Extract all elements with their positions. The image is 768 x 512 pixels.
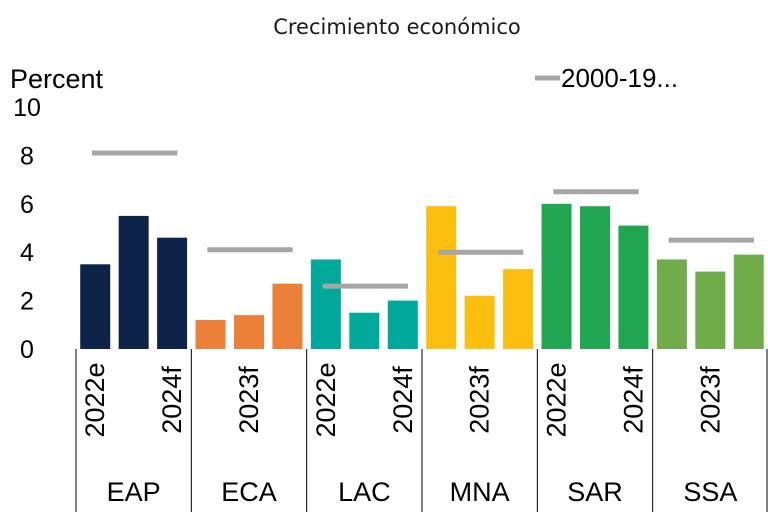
bar-lac-2024f <box>387 300 418 349</box>
bar-mna-2024f <box>503 269 534 349</box>
y-tick-label: 0 <box>20 336 34 364</box>
x-period-label: 2022e <box>80 362 110 437</box>
bar-ssa-2022e <box>656 259 687 349</box>
y-axis: 0 2 4 6 8 10 <box>13 94 41 364</box>
x-region-label: MNA <box>450 477 510 507</box>
x-period-label: 2023f <box>465 366 495 434</box>
x-region-label: SAR <box>567 477 623 507</box>
bar-eca-2022e <box>195 319 226 349</box>
x-period-label: 2022e <box>311 362 341 437</box>
y-axis-label: Percent <box>10 64 104 94</box>
y-tick-label: 2 <box>20 288 34 316</box>
bar-eap-2024f <box>157 237 188 349</box>
bar-ssa-2023f <box>695 271 726 349</box>
bar-lac-2023f <box>349 312 380 349</box>
x-axis-table: 2022e 2024f EAP 2023f ECA 2022e 2024f LAC 2023f M… <box>75 349 768 512</box>
x-region-label: ECA <box>221 477 277 507</box>
x-period-label: 2023f <box>234 366 264 434</box>
bar-eca-2023f <box>234 315 264 349</box>
y-tick-label: 8 <box>20 142 34 170</box>
bar-eap-2023f <box>118 215 149 349</box>
bar-sar-2022e <box>541 203 572 349</box>
x-period-label: 2024f <box>157 366 187 434</box>
x-period-label: 2022e <box>542 362 572 437</box>
bar-sar-2023f <box>580 206 610 349</box>
x-period-label: 2023f <box>695 366 725 434</box>
bar-sar-2024f <box>618 225 649 349</box>
bar-ssa-2024f <box>733 254 764 349</box>
x-period-label: 2024f <box>618 366 648 434</box>
average-lines <box>92 150 754 289</box>
y-tick-label: 10 <box>13 94 41 122</box>
bar-mna-2022e <box>426 206 457 349</box>
bar-eca-2024f <box>272 283 303 349</box>
bar-mna-2023f <box>464 295 495 349</box>
y-tick-label: 4 <box>20 239 34 267</box>
x-region-label: SSA <box>683 477 737 507</box>
bar-eap-2022e <box>80 264 111 349</box>
x-region-label: LAC <box>338 477 391 507</box>
bar-series <box>80 203 764 349</box>
legend-label: 2000-19... <box>561 63 678 93</box>
y-tick-label: 6 <box>20 191 34 219</box>
bar-lac-2022e <box>310 259 341 349</box>
x-region-label: EAP <box>107 477 161 507</box>
x-period-label: 2024f <box>388 366 418 434</box>
chart-title: Crecimiento económico <box>273 15 521 39</box>
